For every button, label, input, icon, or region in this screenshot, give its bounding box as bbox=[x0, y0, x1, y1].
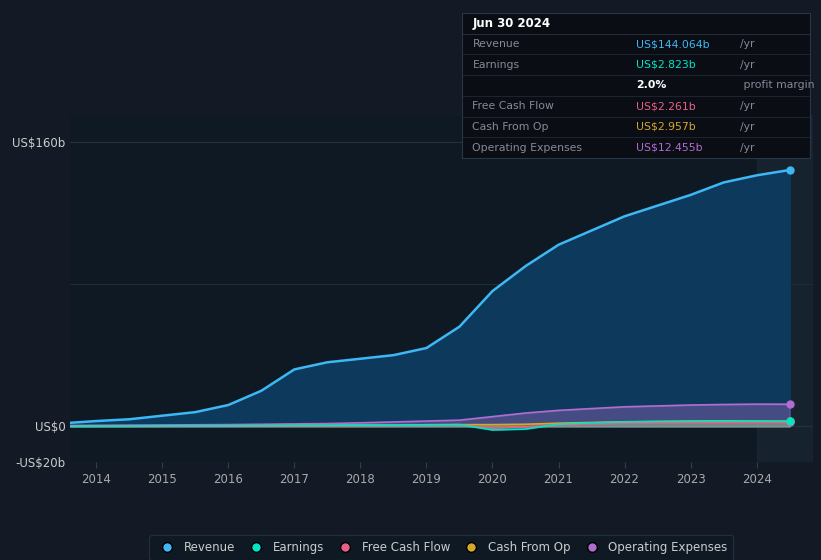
Text: /yr: /yr bbox=[741, 39, 754, 49]
Text: /yr: /yr bbox=[741, 143, 754, 153]
Bar bbox=[757, 115, 813, 462]
Text: Operating Expenses: Operating Expenses bbox=[472, 143, 582, 153]
Text: Cash From Op: Cash From Op bbox=[472, 122, 549, 132]
Text: US$144.064b: US$144.064b bbox=[636, 39, 709, 49]
Text: profit margin: profit margin bbox=[741, 81, 815, 91]
Text: Free Cash Flow: Free Cash Flow bbox=[472, 101, 554, 111]
Text: US$2.957b: US$2.957b bbox=[636, 122, 695, 132]
Text: /yr: /yr bbox=[741, 60, 754, 70]
Text: US$2.823b: US$2.823b bbox=[636, 60, 695, 70]
Text: Jun 30 2024: Jun 30 2024 bbox=[472, 17, 551, 30]
Text: US$12.455b: US$12.455b bbox=[636, 143, 703, 153]
Text: 2.0%: 2.0% bbox=[636, 81, 667, 91]
Text: Revenue: Revenue bbox=[472, 39, 520, 49]
Text: /yr: /yr bbox=[741, 101, 754, 111]
Text: Earnings: Earnings bbox=[472, 60, 520, 70]
Legend: Revenue, Earnings, Free Cash Flow, Cash From Op, Operating Expenses: Revenue, Earnings, Free Cash Flow, Cash … bbox=[149, 535, 733, 560]
Text: US$2.261b: US$2.261b bbox=[636, 101, 695, 111]
Text: /yr: /yr bbox=[741, 122, 754, 132]
